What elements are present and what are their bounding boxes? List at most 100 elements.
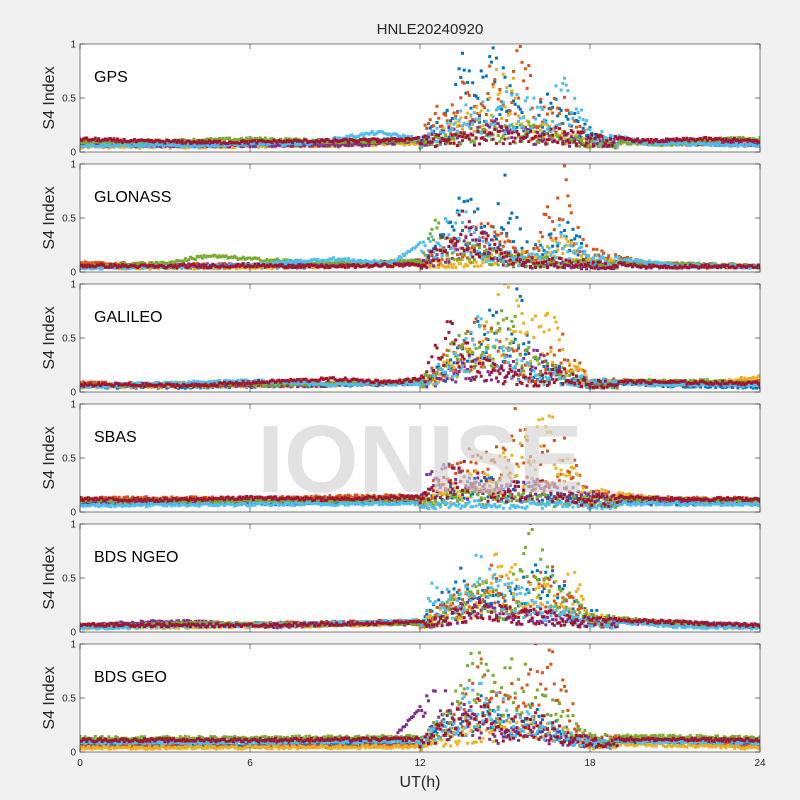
data-point bbox=[510, 253, 514, 257]
data-point bbox=[427, 140, 430, 144]
data-point bbox=[442, 112, 446, 116]
data-point bbox=[85, 261, 89, 265]
data-point bbox=[472, 143, 476, 147]
data-point bbox=[755, 139, 759, 143]
data-point bbox=[552, 258, 556, 262]
data-point bbox=[695, 141, 699, 145]
data-point bbox=[110, 138, 114, 142]
data-point bbox=[248, 141, 252, 145]
data-point bbox=[416, 258, 420, 262]
data-point bbox=[585, 137, 589, 141]
data-point bbox=[469, 197, 473, 201]
data-point bbox=[479, 222, 483, 226]
data-point bbox=[406, 139, 410, 142]
data-point bbox=[515, 256, 519, 260]
data-point bbox=[636, 258, 640, 262]
data-point bbox=[93, 145, 97, 149]
data-point bbox=[97, 139, 101, 143]
data-point bbox=[450, 241, 454, 245]
data-point bbox=[559, 134, 563, 137]
y-axis-label: S4 Index bbox=[41, 66, 58, 129]
data-point bbox=[483, 250, 487, 253]
data-point bbox=[359, 143, 362, 146]
data-point bbox=[97, 142, 101, 146]
data-point bbox=[554, 134, 558, 138]
data-point bbox=[727, 137, 731, 141]
data-point bbox=[204, 142, 208, 146]
data-point bbox=[367, 132, 371, 136]
data-point bbox=[627, 259, 631, 263]
data-point bbox=[367, 140, 371, 144]
data-point bbox=[313, 143, 317, 147]
data-point bbox=[627, 142, 631, 146]
data-point bbox=[285, 258, 289, 262]
data-point bbox=[629, 142, 633, 146]
data-point bbox=[403, 261, 407, 265]
data-point bbox=[421, 135, 425, 139]
data-point bbox=[467, 246, 471, 250]
data-point bbox=[387, 139, 391, 143]
data-point bbox=[207, 263, 211, 267]
data-point bbox=[542, 249, 546, 252]
data-point bbox=[289, 260, 293, 264]
data-point bbox=[112, 145, 116, 149]
data-point bbox=[590, 139, 594, 143]
data-point bbox=[296, 142, 300, 146]
data-point bbox=[566, 117, 570, 121]
data-point bbox=[404, 136, 408, 140]
data-point bbox=[500, 117, 504, 120]
data-point bbox=[445, 121, 449, 125]
data-point bbox=[478, 111, 481, 115]
data-point bbox=[501, 101, 505, 105]
data-point bbox=[369, 140, 373, 144]
data-point bbox=[727, 140, 731, 144]
data-point bbox=[483, 230, 487, 234]
data-point bbox=[168, 143, 172, 147]
data-point bbox=[155, 260, 158, 264]
data-point bbox=[459, 134, 463, 138]
data-point bbox=[416, 141, 420, 144]
data-point bbox=[314, 258, 318, 262]
data-point bbox=[619, 139, 623, 143]
data-point bbox=[576, 130, 580, 134]
data-point bbox=[501, 244, 505, 248]
data-point bbox=[593, 253, 597, 257]
data-point bbox=[316, 258, 320, 262]
data-point bbox=[442, 131, 446, 135]
data-point bbox=[593, 141, 597, 145]
data-point bbox=[462, 200, 466, 203]
data-point bbox=[534, 130, 538, 134]
data-point bbox=[467, 257, 471, 261]
data-point bbox=[651, 143, 655, 147]
data-point bbox=[308, 140, 311, 144]
data-point bbox=[335, 261, 339, 265]
data-point bbox=[467, 260, 471, 264]
data-point bbox=[636, 137, 640, 141]
data-point bbox=[688, 140, 692, 144]
data-point bbox=[522, 129, 526, 133]
data-point bbox=[625, 139, 629, 143]
data-point bbox=[299, 258, 303, 262]
data-point bbox=[569, 266, 573, 270]
data-point bbox=[372, 133, 376, 136]
data-point bbox=[265, 266, 269, 270]
data-point bbox=[197, 255, 201, 259]
data-point bbox=[95, 145, 99, 149]
data-point bbox=[508, 240, 512, 244]
data-point bbox=[386, 140, 390, 144]
data-point bbox=[733, 143, 736, 147]
data-point bbox=[557, 218, 561, 222]
data-point bbox=[561, 260, 565, 264]
data-point bbox=[219, 143, 223, 147]
data-point bbox=[165, 138, 169, 142]
data-point bbox=[245, 262, 249, 266]
data-point bbox=[595, 137, 599, 141]
data-point bbox=[517, 259, 521, 263]
data-point bbox=[381, 138, 385, 142]
data-point bbox=[488, 55, 492, 59]
data-point bbox=[170, 139, 174, 143]
data-point bbox=[569, 124, 573, 128]
data-point bbox=[172, 261, 175, 265]
data-point bbox=[189, 139, 192, 143]
data-point bbox=[523, 125, 527, 129]
